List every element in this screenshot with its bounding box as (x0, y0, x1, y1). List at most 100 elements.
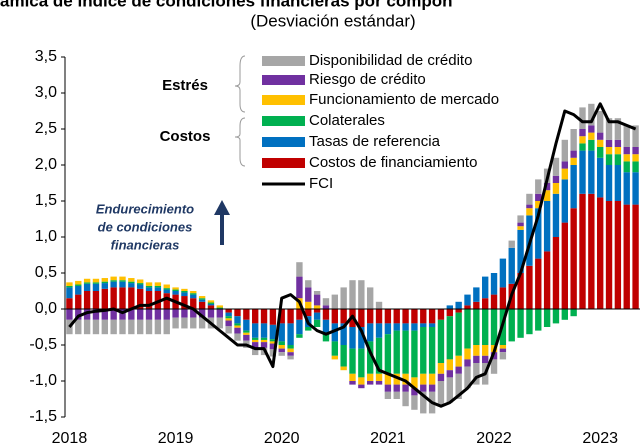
bar-segment (137, 309, 144, 320)
bar-segment (437, 309, 445, 320)
bar-segment (482, 345, 489, 356)
bar-segment (508, 247, 515, 284)
bar-segment (482, 298, 489, 309)
bar-segment (269, 343, 277, 350)
bar-segment (614, 165, 622, 201)
bar-segment (375, 301, 383, 309)
bar-segment (473, 363, 480, 385)
legend-swatch (262, 56, 305, 66)
bar-segment (322, 319, 330, 335)
bar-segment (402, 373, 409, 385)
bar-segment (543, 251, 551, 309)
y-tick-label: -1,5 (29, 408, 57, 425)
bar-segment (278, 341, 285, 345)
bar-segment (181, 309, 188, 318)
bar-segment (225, 320, 232, 327)
bar-segment (561, 222, 568, 309)
bar-segment (526, 204, 533, 209)
bar-segment (632, 172, 639, 205)
bar-segment (375, 337, 383, 374)
bar-segment (128, 287, 135, 309)
bar-segment (535, 309, 542, 331)
bar-segment (278, 323, 285, 342)
bar-segment (128, 281, 135, 284)
bar-segment (535, 201, 542, 209)
bar-segment (552, 157, 560, 176)
bar-segment (243, 309, 250, 320)
y-tick-label: 0,0 (35, 300, 57, 317)
bar-segment (446, 377, 453, 403)
bar-segment (172, 289, 179, 291)
bar-segment (331, 309, 338, 324)
bar-segment (375, 373, 383, 381)
bar-segment (313, 319, 321, 327)
legend-label: Riesgo de crédito (309, 71, 426, 88)
bar-segment (66, 285, 73, 288)
bar-segment (384, 323, 392, 335)
bar-segment (252, 309, 259, 324)
bar-segment (145, 319, 153, 335)
bar-segment (66, 309, 73, 320)
bar-segment (411, 388, 418, 396)
bar-segment (375, 323, 383, 338)
legend-label: Colaterales (309, 112, 385, 129)
bar-segment (517, 226, 524, 230)
bar-segment (287, 323, 294, 345)
bar-segment (75, 285, 82, 295)
bar-segment (349, 381, 356, 385)
bar-segment (446, 309, 453, 317)
bar-segment (420, 391, 427, 414)
bar-segment (428, 373, 436, 385)
bar-segment (101, 288, 108, 309)
bar-segment (145, 291, 153, 309)
bar-segment (588, 125, 595, 133)
bar-segment (145, 309, 153, 320)
y-tick-label: 2,5 (35, 120, 57, 137)
bar-segment (358, 377, 365, 385)
bar-segment (473, 287, 480, 302)
bar-segment (384, 384, 392, 392)
bar-segment (526, 193, 533, 205)
bar-segment (225, 326, 232, 334)
bar-segment (181, 291, 188, 293)
bar-segment (579, 193, 586, 309)
bar-segment (464, 366, 471, 389)
bar-segment (473, 355, 480, 363)
bar-segment (402, 309, 409, 324)
bar-segment (163, 284, 170, 289)
bar-segment (420, 384, 427, 392)
bar-segment (92, 291, 100, 309)
bar-segment (207, 302, 215, 304)
bar-segment (570, 129, 577, 151)
bar-segment (234, 325, 241, 328)
bar-segment (172, 317, 179, 329)
bar-segment (490, 294, 498, 309)
bar-segment (269, 339, 277, 342)
bar-segment (243, 319, 250, 331)
bar-segment (260, 337, 268, 340)
group-label: Estrés (162, 77, 208, 94)
bar-segment (367, 341, 374, 374)
bar-segment (234, 309, 241, 317)
bar-segment (464, 309, 471, 349)
bar-segment (190, 309, 197, 318)
bar-segment (110, 276, 117, 281)
bar-segment (543, 183, 551, 191)
bar-segment (243, 332, 250, 335)
bar-segment (296, 309, 303, 320)
bar-segment (269, 349, 277, 357)
bar-segment (517, 215, 524, 223)
bar-segment (579, 107, 586, 129)
bar-segment (331, 355, 338, 360)
legend-swatch (262, 116, 305, 126)
bar-segment (190, 317, 197, 329)
bar-segment (535, 193, 542, 201)
bar-segment (402, 384, 409, 392)
bar-segment (552, 309, 560, 324)
bar-segment (446, 316, 453, 360)
bar-segment (119, 287, 126, 309)
bar-segment (322, 309, 330, 320)
bar-segment (83, 291, 91, 309)
bar-segment (367, 309, 374, 324)
